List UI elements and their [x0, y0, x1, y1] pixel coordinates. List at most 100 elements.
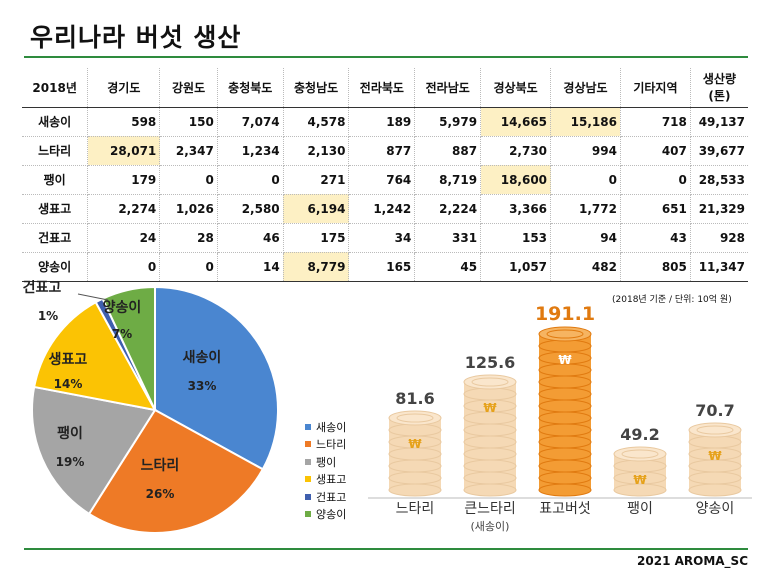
- table-cell: 0: [550, 165, 621, 195]
- table-row: 양송이 0 0 14 8,779 165 45 1,057 482 805 11,347: [22, 252, 748, 282]
- production-table: 2018년 경기도 강원도 충청북도 충청남도 전라북도 전라남도 경상북도 경상남도 기타지역 생…: [22, 68, 748, 282]
- table-cell: 153: [480, 223, 552, 253]
- bar-category-label: 팽이: [627, 501, 653, 517]
- bar-value-label: 49.2: [620, 425, 659, 444]
- coin-bar-chart: ₩81.6 느타리 ₩125.6 큰느타리 (새송이) ₩191.1 표고버섯 ₩49.2 팽이…: [368, 303, 752, 533]
- table-cell: 28,533: [690, 165, 748, 195]
- table-cell: 4,578: [283, 107, 350, 137]
- row-label: 새송이: [22, 107, 89, 137]
- pie-legend: 새송이 느타리 팽이 생표고 건표고 양송이: [305, 418, 346, 523]
- bar-value-label: 191.1: [535, 303, 595, 325]
- legend-swatch: [305, 511, 311, 518]
- column-header: 기타지역: [620, 68, 691, 108]
- legend-label: 느타리: [316, 438, 347, 452]
- column-header: 생산량 (톤): [690, 68, 748, 108]
- won-coin-icon: ₩: [558, 353, 572, 367]
- table-cell: 14,665: [480, 107, 552, 137]
- legend-label: 새송이: [316, 420, 347, 434]
- table-cell: 5,979: [414, 107, 482, 137]
- pie-percent-label: 26%: [146, 487, 175, 501]
- table-cell: 34: [348, 223, 416, 253]
- pie-percent-label: 19%: [56, 455, 85, 469]
- table-cell: 6,194: [283, 194, 350, 224]
- coin-stack-bar: [688, 422, 742, 497]
- column-header: 경상북도: [480, 68, 552, 108]
- legend-label: 양송이: [316, 508, 347, 522]
- table-cell: 0: [159, 252, 218, 282]
- pie-leader-line: [77, 293, 109, 301]
- table-row: 건표고 24 28 46 175 34 331 153 94 43 928: [22, 223, 748, 253]
- table-cell: 14: [217, 252, 284, 282]
- bar-category-sublabel: (새송이): [471, 520, 510, 533]
- row-label: 느타리: [22, 136, 89, 166]
- table-cell: 175: [283, 223, 350, 253]
- coin-stack-bar: [613, 446, 667, 497]
- footer-divider: [24, 548, 748, 550]
- table-cell: 877: [348, 136, 416, 166]
- pie-slice-label: 건표고: [23, 280, 62, 296]
- legend-swatch: [305, 423, 311, 430]
- table-cell: 18,600: [480, 165, 552, 195]
- legend-item: 양송이: [305, 506, 346, 524]
- coin-stack-bar: [538, 326, 592, 497]
- pie-slice: [33, 300, 157, 412]
- bar-category-label: 느타리: [396, 501, 435, 517]
- legend-item: 생표고: [305, 471, 346, 489]
- table-cell: 1,026: [159, 194, 218, 224]
- row-label: 양송이: [22, 252, 89, 282]
- bar-category-label: 양송이: [696, 501, 735, 517]
- page-title: 우리나라 버섯 생산: [30, 23, 242, 52]
- legend-label: 생표고: [316, 473, 347, 487]
- legend-swatch: [305, 493, 311, 500]
- table-cell: 1,772: [550, 194, 621, 224]
- pie-slice: [31, 385, 157, 516]
- column-header: 강원도: [159, 68, 218, 108]
- row-label: 생표고: [22, 194, 89, 224]
- table-cell: 2,730: [480, 136, 552, 166]
- coin-stack-bar: [388, 410, 442, 497]
- table-cell: 8,779: [283, 252, 350, 282]
- bar-category-label: 큰느타리: [464, 501, 516, 517]
- column-header: 경기도: [87, 68, 161, 108]
- table-cell: 407: [620, 136, 691, 166]
- table-cell: 150: [159, 107, 218, 137]
- table-cell: 271: [283, 165, 350, 195]
- unit-note: (2018년 기준 / 단위: 10억 원): [612, 295, 732, 305]
- table-cell: 49,137: [690, 107, 748, 137]
- table-row: 생표고 2,274 1,026 2,580 6,194 1,242 2,224 3,366 1,…: [22, 194, 748, 224]
- legend-item: 건표고: [305, 488, 346, 506]
- table-cell: 43: [620, 223, 691, 253]
- table-cell: 2,580: [217, 194, 284, 224]
- table-cell: 46: [217, 223, 284, 253]
- table-cell: 2,130: [283, 136, 350, 166]
- column-header: 전라북도: [348, 68, 416, 108]
- table-cell: 1,057: [480, 252, 552, 282]
- table-cell: 598: [87, 107, 161, 137]
- pie-slice: [154, 285, 279, 471]
- table-cell: 994: [550, 136, 621, 166]
- table-cell: 189: [348, 107, 416, 137]
- footer-credit: 2021 AROMA_SC: [637, 554, 748, 568]
- won-coin-icon: ₩: [633, 473, 647, 487]
- table-cell: 482: [550, 252, 621, 282]
- row-label: 팽이: [22, 165, 89, 195]
- table-cell: 21,329: [690, 194, 748, 224]
- table-cell: 24: [87, 223, 161, 253]
- table-row: 새송이 598 150 7,074 4,578 189 5,979 14,665 15,186 7…: [22, 107, 748, 137]
- pie-percent-label: 7%: [112, 327, 132, 341]
- title-divider: [24, 56, 748, 58]
- table-cell: 331: [414, 223, 482, 253]
- legend-item: 느타리: [305, 436, 346, 454]
- table-cell: 3,366: [480, 194, 552, 224]
- bar-category-label: 표고버섯: [539, 501, 591, 517]
- table-cell: 0: [87, 252, 161, 282]
- table-cell: 45: [414, 252, 482, 282]
- table-row: 팽이 179 0 0 271 764 8,719 18,600 0 0 28,533: [22, 165, 748, 195]
- column-header: 충청남도: [283, 68, 350, 108]
- legend-label: 건표고: [316, 490, 347, 504]
- bar-value-label: 81.6: [395, 389, 434, 408]
- bar-value-label: 125.6: [465, 353, 516, 372]
- table-body: 새송이 598 150 7,074 4,578 189 5,979 14,665 15,186 7…: [22, 107, 748, 282]
- pie-percent-label: 14%: [54, 377, 83, 391]
- table-cell: 28: [159, 223, 218, 253]
